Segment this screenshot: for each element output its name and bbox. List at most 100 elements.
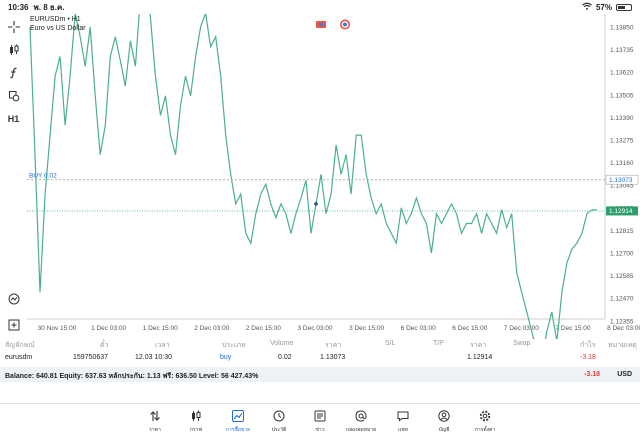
refresh-icon[interactable]: [339, 19, 350, 30]
chart-symbol: EURUSDm • H1: [30, 16, 81, 23]
time-tick-label: 7 Dec 03:00: [504, 325, 539, 332]
nav-chat[interactable]: แชท: [383, 409, 423, 434]
status-date: พ. 8 ธ.ค.: [33, 2, 65, 12]
cell-time: 12.03 10:30: [135, 354, 172, 361]
cell-symbol: eurusdm: [5, 354, 33, 361]
time-tick-label: 2 Dec 03:00: [194, 325, 229, 332]
price-tick-label: 1.13505: [610, 92, 634, 99]
wifi-icon: [582, 2, 592, 12]
quotes-icon: [135, 409, 175, 423]
buy-level-label: BUY 0.02: [29, 173, 57, 180]
time-tick-label: 8 Dec 03:00: [607, 325, 640, 332]
refresh-inner: [343, 22, 347, 27]
add-order-icon[interactable]: [4, 315, 24, 335]
price-tick-label: 1.13620: [610, 70, 634, 77]
time-tick-label: 2 Dec 15:00: [246, 325, 281, 332]
price-tick-label: 1.13735: [610, 47, 634, 54]
function-icon[interactable]: [4, 63, 24, 83]
bottom-navigation: ราคา กราฟ การซื้อขาย ประวัติ ข่าว กล่องจดหมาย…: [0, 403, 640, 447]
chart-description: Euro vs US Dollar: [30, 25, 86, 32]
chart-toolbar: H1: [0, 14, 27, 334]
nav-settings[interactable]: การตั้งค่า: [465, 409, 505, 434]
one-click-inner: [319, 23, 323, 26]
time-tick-label: 1 Dec 15:00: [143, 325, 178, 332]
cell-open-price: 1.13073: [320, 354, 346, 361]
price-tick-label: 1.12700: [610, 251, 634, 258]
buy-price-tag: [605, 174, 639, 185]
table-row[interactable]: eurusdm 159750637 12.03 10:30 buy 0.02 1.1307…: [0, 351, 640, 365]
header-sl[interactable]: S/L: [385, 340, 396, 347]
header-time[interactable]: เวลา: [155, 342, 170, 349]
nav-trade[interactable]: การซื้อขาย: [218, 409, 258, 434]
total-profit: -3.18: [584, 371, 600, 378]
header-comment[interactable]: หมายเหตุ: [608, 342, 637, 349]
header-current-price[interactable]: ราคา: [470, 342, 487, 349]
header-swap[interactable]: Swap: [513, 340, 531, 347]
price-line: [29, 14, 597, 339]
current-price-text: 1.12914: [609, 208, 633, 215]
chart-canvas[interactable]: 1.13850 1.13735 1.13620 1.13505 1.13390 1.132…: [27, 14, 640, 339]
status-time: 10:36: [8, 2, 29, 12]
battery-fill: [618, 5, 626, 9]
nav-label: กล่องจดหมาย: [345, 427, 377, 433]
news-icon: [300, 409, 340, 423]
chat-icon: [383, 409, 423, 423]
nav-label: แชท: [398, 427, 408, 433]
time-tick-label: 3 Dec 15:00: [349, 325, 384, 332]
price-tick-label: 1.13390: [610, 115, 634, 122]
account-icon: [424, 409, 464, 423]
nav-account[interactable]: บัญชี: [424, 409, 464, 434]
nav-quotes[interactable]: ราคา: [135, 409, 175, 434]
header-tp[interactable]: T/P: [433, 340, 444, 347]
balance-bar: Balance: 640.81 Equity: 637.63 หลักประกั…: [0, 367, 640, 382]
header-type[interactable]: ประเภท: [222, 342, 246, 349]
nav-chart-candles[interactable]: กราฟ: [176, 409, 216, 434]
price-tick-label: 1.12355: [610, 318, 634, 325]
mailbox-icon: [341, 409, 381, 423]
cell-ticket: 159750637: [73, 354, 109, 361]
price-chart[interactable]: 1.13850 1.13735 1.13620 1.13505 1.13390 1.132…: [27, 14, 640, 339]
price-tick-label: 1.13045: [610, 183, 634, 190]
header-price[interactable]: ราคา: [325, 342, 342, 349]
nav-history[interactable]: ประวัติ: [259, 409, 299, 434]
header-profit[interactable]: กำไร: [580, 342, 596, 349]
zoom-icon[interactable]: [4, 289, 24, 309]
nav-label: ข่าว: [315, 427, 325, 433]
time-tick-label: 6 Dec 03:00: [401, 325, 436, 332]
timeframe-button[interactable]: H1: [7, 114, 20, 124]
header-volume[interactable]: Volume: [270, 340, 294, 347]
settings-icon: [465, 409, 505, 423]
nav-mailbox[interactable]: กล่องจดหมาย: [341, 409, 381, 434]
status-bar: 10:36 พ. 8 ธ.ค. 57%: [0, 0, 640, 14]
cell-profit: -3.18: [580, 354, 596, 361]
nav-news[interactable]: ข่าว: [300, 409, 340, 434]
balance-summary: Balance: 640.81 Equity: 637.63 หลักประกั…: [5, 373, 259, 380]
trade-icon: [218, 409, 258, 423]
nav-label: การตั้งค่า: [474, 427, 496, 433]
time-tick-label: 30 Nov 15:00: [38, 325, 77, 332]
nav-label: กราฟ: [189, 427, 203, 433]
price-tick-label: 1.12585: [610, 273, 634, 280]
nav-label: ราคา: [149, 427, 161, 433]
positions-header: สัญลักษณ์ ตั๋ว เวลา ประเภท Volume ราคา S/L T/P ร…: [0, 337, 640, 351]
objects-icon[interactable]: [4, 86, 24, 106]
indicators-icon[interactable]: [4, 40, 24, 60]
nav-label: การซื้อขาย: [225, 427, 251, 433]
header-ticket[interactable]: ตั๋ว: [100, 342, 109, 349]
header-symbol[interactable]: สัญลักษณ์: [5, 342, 35, 349]
time-tick-label: 7 Dec 15:00: [555, 325, 590, 332]
battery-icon: [616, 3, 632, 11]
crosshair-icon[interactable]: [4, 17, 24, 37]
price-tick-label: 1.13850: [610, 25, 634, 32]
history-icon: [259, 409, 299, 423]
nav-label: ประวัติ: [271, 427, 287, 433]
time-tick-label: 1 Dec 03:00: [91, 325, 126, 332]
current-price-tag: [606, 206, 638, 216]
account-currency: USD: [617, 371, 632, 378]
price-tick-label: 1.13275: [610, 138, 634, 145]
chart-candles-icon: [176, 409, 216, 423]
buy-price-text: 1.13073: [609, 177, 633, 184]
cell-price: 1.12914: [467, 354, 493, 361]
chart-title: EURUSDm • H1 Euro vs US Dollar: [30, 15, 86, 33]
status-indicators: 57%: [582, 2, 632, 12]
